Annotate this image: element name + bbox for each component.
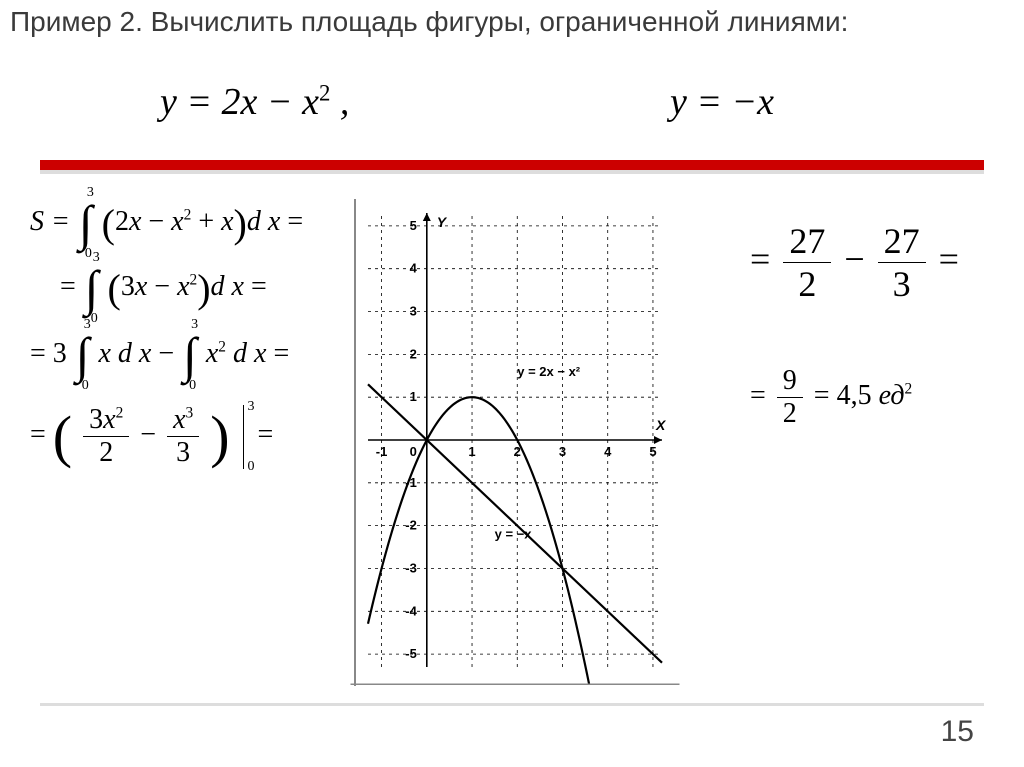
svg-text:4: 4 <box>410 261 418 276</box>
divider-red <box>40 160 984 170</box>
fraction: 27 3 <box>878 220 926 305</box>
svg-text:-3: -3 <box>405 560 417 575</box>
fraction: 3x2 2 <box>83 404 129 469</box>
divider-bottom <box>40 703 984 706</box>
fraction: x3 3 <box>167 404 199 469</box>
svg-text:4: 4 <box>604 444 612 459</box>
step-3: = 3 ∫ 3 0 x d x − ∫ 3 0 x2 d x = <box>30 338 340 373</box>
equation-2: y = −x <box>670 80 774 124</box>
svg-text:1: 1 <box>410 389 417 404</box>
integral-icon: ∫ 3 0 <box>76 338 90 373</box>
svg-text:3: 3 <box>559 444 566 459</box>
integral-icon: ∫ 3 0 <box>183 338 197 373</box>
step-4: = ( 3x2 2 − x3 3 ) 3 0 = <box>30 403 340 470</box>
svg-text:y = −x: y = −x <box>495 527 533 542</box>
svg-text:5: 5 <box>649 444 656 459</box>
svg-text:5: 5 <box>410 218 417 233</box>
slide-title: Пример 2. Вычислить площадь фигуры, огра… <box>10 4 1014 39</box>
integral-icon: ∫ 3 0 <box>85 271 99 306</box>
function-graph: -112345-5-4-3-2-1123450XYy = 2x − x²y = … <box>350 195 700 690</box>
svg-text:0: 0 <box>410 444 417 459</box>
fraction: 9 2 <box>777 365 803 430</box>
svg-text:-2: -2 <box>405 518 417 533</box>
solution-steps: S = ∫ 3 0 (2x − x2 + x)d x = = ∫ 3 0 (3x… <box>30 200 340 488</box>
svg-text:-5: -5 <box>405 646 417 661</box>
chart-svg: -112345-5-4-3-2-1123450XYy = 2x − x²y = … <box>350 195 680 685</box>
svg-text:Y: Y <box>437 214 448 230</box>
svg-text:-1: -1 <box>376 444 388 459</box>
step1-prefix: S = <box>30 206 70 237</box>
svg-text:y = 2x − x²: y = 2x − x² <box>517 364 581 379</box>
step-2: = ∫ 3 0 (3x − x2)d x = <box>60 265 340 312</box>
eval-bar: 3 0 <box>243 405 244 469</box>
result-1: = 27 2 − 27 3 = <box>750 220 959 305</box>
fraction: 27 2 <box>783 220 831 305</box>
equation-1: y = 2x − x2 , <box>160 80 349 124</box>
integral-icon: ∫ 3 0 <box>79 206 93 241</box>
step-1: S = ∫ 3 0 (2x − x2 + x)d x = <box>30 200 340 247</box>
svg-text:2: 2 <box>410 346 417 361</box>
svg-text:X: X <box>655 417 667 433</box>
page-number: 15 <box>941 715 974 749</box>
result-steps: = 27 2 − 27 3 = = 9 2 = 4,5 ед2 <box>750 220 959 448</box>
svg-text:1: 1 <box>468 444 475 459</box>
divider-shadow <box>40 170 984 174</box>
result-2: = 9 2 = 4,5 ед2 <box>750 365 959 430</box>
svg-text:3: 3 <box>410 304 417 319</box>
svg-text:-4: -4 <box>405 603 417 618</box>
